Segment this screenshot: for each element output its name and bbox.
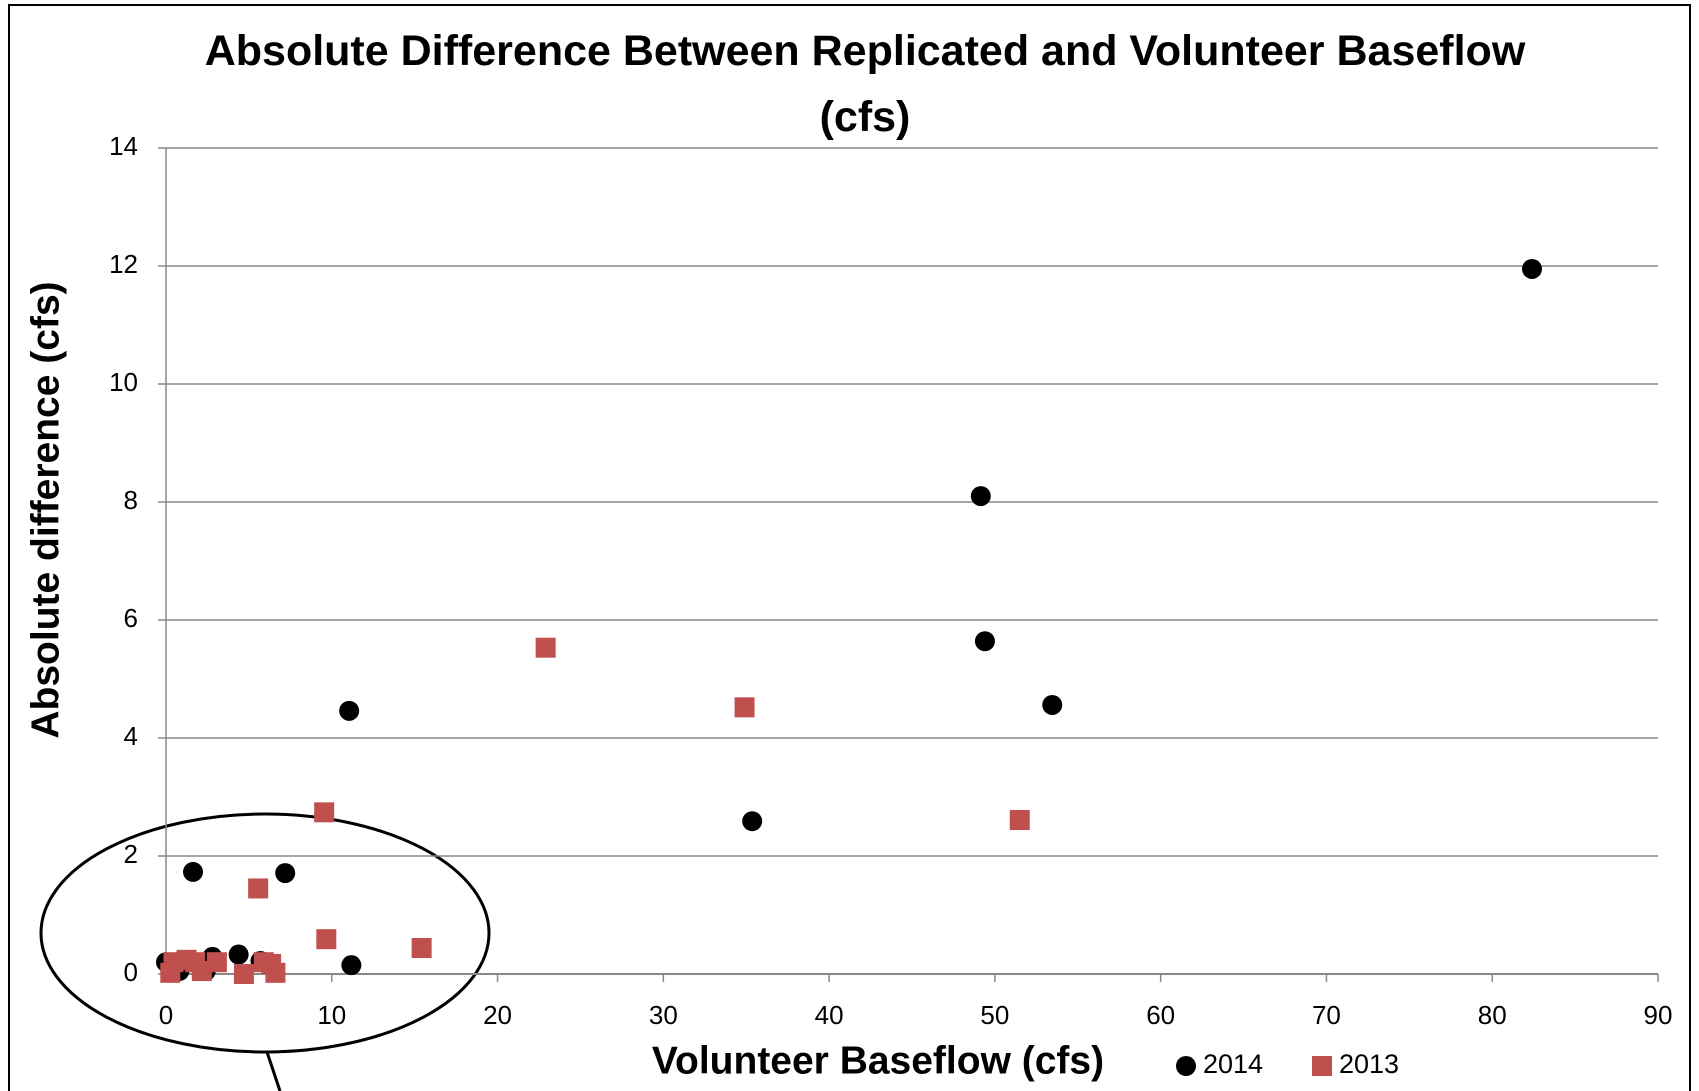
x-tick-label: 90 <box>1644 1000 1673 1030</box>
point <box>411 938 432 959</box>
y-tick-label: 12 <box>109 249 138 279</box>
legend-label: 2013 <box>1339 1049 1399 1079</box>
point <box>314 802 335 823</box>
y-tick-label: 10 <box>109 367 138 397</box>
x-tick-label: 50 <box>980 1000 1009 1030</box>
chart-border <box>8 4 1691 1091</box>
point <box>248 878 269 899</box>
y-tick-label: 0 <box>124 957 138 987</box>
point <box>734 697 755 718</box>
x-tick-label: 40 <box>815 1000 844 1030</box>
point <box>191 961 212 982</box>
point <box>1009 810 1030 831</box>
legend-label: 2014 <box>1203 1049 1263 1079</box>
point <box>339 700 360 721</box>
point <box>974 631 995 652</box>
point <box>233 964 254 984</box>
legend-marker <box>1312 1056 1332 1076</box>
point <box>1522 258 1543 279</box>
x-axis-title: Volunteer Baseflow (cfs) <box>652 1039 1104 1082</box>
callout-line <box>265 1051 282 1091</box>
y-tick-label: 14 <box>109 131 138 161</box>
highlight-ellipse <box>39 812 491 1054</box>
point <box>1042 694 1063 715</box>
point <box>265 962 286 983</box>
y-axis-title: Absolute difference (cfs) <box>24 281 67 738</box>
legend-marker <box>1176 1056 1196 1076</box>
point <box>341 955 362 976</box>
point <box>275 863 296 884</box>
point <box>183 861 204 882</box>
y-tick-label: 4 <box>124 721 138 751</box>
x-tick-label: 30 <box>649 1000 678 1030</box>
x-tick-label: 10 <box>317 1000 346 1030</box>
x-tick-label: 0 <box>159 1000 173 1030</box>
x-tick-label: 80 <box>1478 1000 1507 1030</box>
point <box>316 929 337 950</box>
point <box>228 944 249 965</box>
point <box>206 952 227 973</box>
point <box>535 637 556 658</box>
y-tick-label: 2 <box>124 839 138 869</box>
point <box>970 486 991 507</box>
x-tick-label: 60 <box>1146 1000 1175 1030</box>
y-tick-label: 6 <box>124 603 138 633</box>
point <box>742 811 763 832</box>
x-tick-label: 20 <box>483 1000 512 1030</box>
chart-title: Absolute Difference Between Replicated a… <box>204 27 1526 141</box>
y-tick-label: 8 <box>124 485 138 515</box>
x-tick-label: 70 <box>1312 1000 1341 1030</box>
